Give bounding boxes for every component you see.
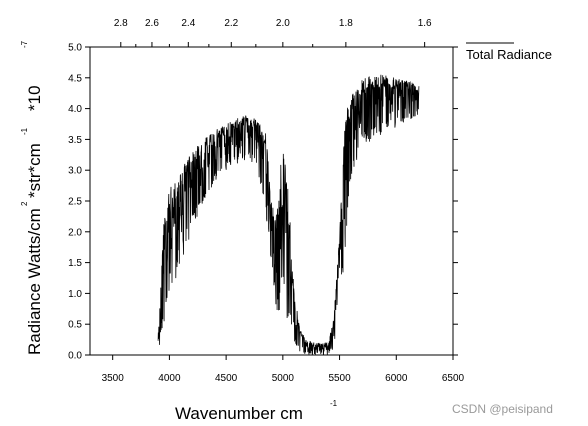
- x-tick-label: 5500: [328, 373, 351, 384]
- y-tick-label: 2.0: [68, 227, 82, 238]
- top-tick-label: 2.0: [276, 18, 290, 29]
- top-tick-label: 1.8: [339, 18, 353, 29]
- series-total-radiance: [157, 74, 420, 355]
- top-tick-label: 2.8: [114, 18, 128, 29]
- x-tick-label: 3500: [102, 373, 125, 384]
- top-axis-labels: 2.8 2.6 2.4 2.2 2.0 1.8 1.6: [114, 18, 432, 29]
- y-tick-label: 1.0: [68, 289, 82, 300]
- y-axis-title: Radiance Watts/cm: [25, 208, 44, 355]
- y-tick-labels: 0.0 0.5 1.0 1.5 2.0 2.5 3.0 3.5 4.0 4.5 5.0: [68, 43, 82, 362]
- x-tick-labels: 3500 4000 4500 5000 5500 6000 6500: [102, 373, 465, 384]
- y-tick-label: 5.0: [68, 43, 82, 54]
- y-tick-label: 2.5: [68, 197, 82, 208]
- y-tick-label: 4.0: [68, 104, 82, 115]
- y-tick-label: 1.5: [68, 258, 82, 269]
- y-axis-scale: *10: [25, 85, 44, 111]
- axis-ticks: [85, 42, 458, 360]
- x-axis-title: Wavenumber cm: [175, 404, 303, 423]
- top-tick-label: 2.4: [181, 18, 195, 29]
- x-tick-label: 6500: [442, 373, 465, 384]
- y-axis-title-sup1: 2: [20, 201, 29, 206]
- watermark: CSDN @peisipand: [452, 402, 553, 416]
- y-axis-title-sup2: -1: [20, 127, 29, 135]
- x-tick-label: 5000: [272, 373, 295, 384]
- y-tick-label: 0.5: [68, 320, 82, 331]
- top-tick-label: 2.6: [145, 18, 159, 29]
- y-tick-label: 3.0: [68, 166, 82, 177]
- x-tick-label: 4500: [215, 373, 238, 384]
- y-tick-label: 4.5: [68, 73, 82, 84]
- top-tick-label: 1.6: [418, 18, 432, 29]
- x-tick-label: 6000: [385, 373, 408, 384]
- y-axis-title-mid: *str*cm: [25, 143, 44, 198]
- top-tick-label: 2.2: [224, 18, 238, 29]
- x-tick-label: 4000: [158, 373, 181, 384]
- y-axis-scale-exp: -7: [20, 40, 29, 48]
- x-axis-title-superscript: -1: [330, 399, 338, 408]
- legend-label: Total Radiance: [466, 47, 552, 62]
- y-tick-label: 0.0: [68, 351, 82, 362]
- y-tick-label: 3.5: [68, 135, 82, 146]
